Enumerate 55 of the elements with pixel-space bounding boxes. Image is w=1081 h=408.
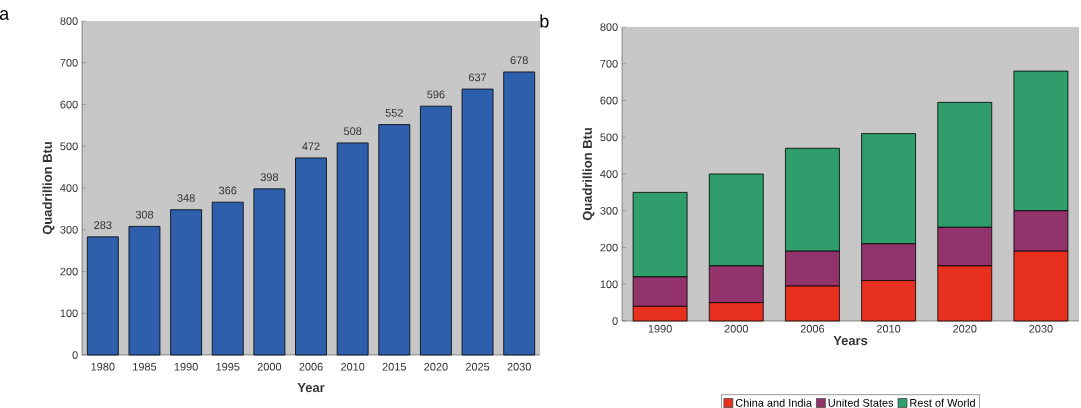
data-label: 398: [260, 173, 279, 181]
legend-label: China and India: [735, 398, 812, 407]
data-label: 637: [468, 73, 487, 82]
x-tick-label: 1995: [216, 362, 240, 371]
y-tick-label: 200: [60, 267, 78, 276]
y-tick-label: 700: [60, 58, 78, 67]
y-tick-label: 800: [60, 17, 78, 25]
y-tick-label: 600: [60, 100, 78, 109]
data-label: 472: [302, 142, 320, 151]
data-label: 552: [385, 108, 403, 117]
y-tick-label: 500: [600, 133, 618, 142]
y-tick-label: 800: [600, 23, 618, 31]
x-tick-label: 2010: [876, 324, 901, 333]
data-label: 308: [135, 210, 154, 219]
data-label: 366: [219, 186, 237, 195]
data-label: 508: [343, 127, 362, 136]
data-label: 678: [510, 56, 528, 65]
legend-label: United States: [828, 398, 894, 407]
x-tick-label: 2020: [953, 324, 977, 333]
y-tick-label: 400: [60, 184, 78, 192]
y-tick-label: 100: [60, 309, 78, 318]
data-label: 348: [177, 194, 195, 202]
y-tick-label: 400: [600, 170, 618, 178]
y-tick-label: 0: [72, 351, 78, 359]
y-axis-title: Quadrillion Btu: [582, 128, 595, 221]
x-tick-label: 2015: [382, 362, 406, 371]
legend-label: Rest of World: [910, 398, 975, 407]
x-tick-label: 2000: [257, 362, 282, 371]
data-label: 596: [427, 90, 445, 99]
y-tick-label: 200: [600, 243, 618, 252]
x-tick-label: 2006: [800, 324, 825, 333]
x-tick-label: 2025: [465, 362, 490, 371]
chart-title: a: [0, 10, 10, 20]
x-tick-label: 2010: [341, 362, 365, 371]
x-tick-label: 1990: [174, 362, 198, 371]
data-label: 283: [94, 221, 112, 229]
y-tick-label: 100: [600, 280, 618, 289]
x-tick-label: 1990: [648, 324, 672, 333]
y-tick-label: 600: [600, 96, 618, 105]
y-tick-label: 300: [60, 225, 78, 234]
y-tick-label: 500: [60, 142, 78, 151]
x-tick-label: 2030: [507, 362, 531, 371]
x-tick-label: 2020: [424, 362, 448, 371]
x-tick-label: 1980: [91, 362, 115, 371]
x-axis-title: Years: [833, 336, 868, 346]
x-axis-title: Year: [297, 383, 325, 393]
x-tick-label: 2030: [1029, 324, 1053, 333]
x-tick-label: 2006: [299, 362, 323, 371]
y-tick-label: 300: [600, 206, 618, 215]
y-tick-label: 0: [612, 317, 618, 325]
chart-title: b: [540, 14, 549, 28]
x-tick-label: 2000: [724, 324, 749, 333]
x-tick-label: 1985: [133, 362, 157, 371]
y-axis-title: Quadrillion Btu: [42, 142, 55, 235]
y-tick-label: 700: [600, 59, 618, 68]
